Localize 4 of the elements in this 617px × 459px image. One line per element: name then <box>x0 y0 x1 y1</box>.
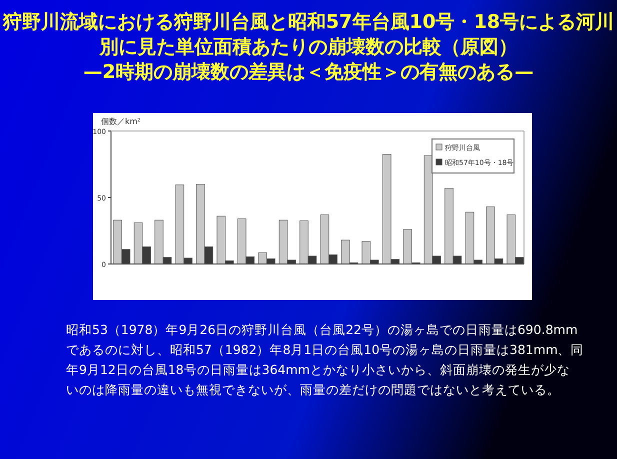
chart-subtitle: —2時期の崩壊数の差異は＜免疫性＞の有無のある— <box>83 61 534 83</box>
y-axis-title: 個数／km² <box>101 117 141 126</box>
chart-title: 狩野川流域における狩野川台風と昭和57年台風10号・18号による河川別に見た単位面積あたりの崩壊数の比較（原図） <box>2 11 614 58</box>
text: 昭和53（1978）年9月26日の狩野川台風（台風22号）の湯ヶ島での日雨量は690.8mmであるのに対し、昭和57（1982）年8月1日の台風10号の湯ヶ島の日雨量は381mm、同年9月12日の台風18号の日雨量は364mmとかなり小さいから、斜面崩壊の発生が少ないのは降雨量の違いも無視できないが、雨量の差だけの問題ではないと考えている。 <box>66 322 584 397</box>
